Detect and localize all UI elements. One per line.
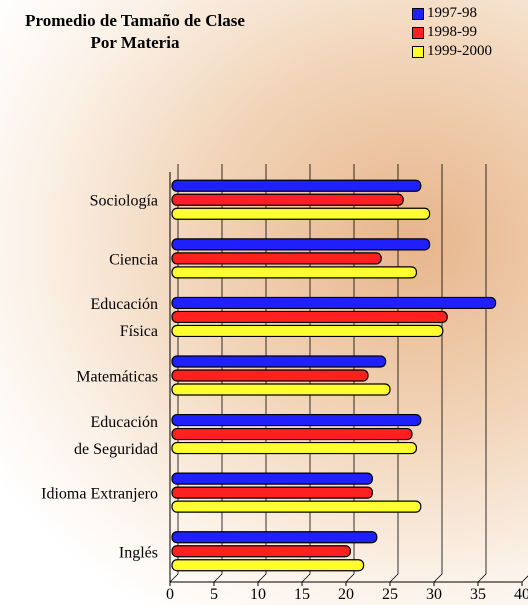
legend-swatch	[412, 46, 424, 58]
category-label: Sociología	[0, 188, 158, 215]
legend-label: 1997-98	[427, 5, 477, 22]
x-tick-label: 15	[294, 586, 310, 603]
bar	[172, 325, 443, 336]
bar	[172, 560, 364, 571]
category-label: Inglés	[0, 539, 158, 566]
bar	[172, 415, 421, 426]
bar	[172, 180, 421, 191]
bar	[172, 194, 403, 205]
bar	[172, 384, 390, 395]
legend-label: 1998-99	[427, 24, 477, 41]
bar	[172, 311, 447, 322]
category-label: Idioma Extranjero	[0, 481, 158, 508]
bar	[172, 443, 416, 454]
page: Promedio de Tamaño de Clase Por Materia …	[0, 0, 528, 605]
bar	[172, 239, 430, 250]
legend-swatch	[412, 27, 424, 39]
grid-line	[478, 164, 486, 582]
x-tick-label: 0	[166, 586, 174, 603]
category-label: Educación Física	[0, 291, 158, 345]
grid-line	[522, 164, 528, 582]
grid-line	[434, 164, 442, 582]
grid-line	[390, 164, 398, 582]
bar	[172, 253, 381, 264]
bar	[172, 487, 372, 498]
legend-item: 1999-2000	[412, 43, 492, 60]
legend-item: 1998-99	[412, 24, 477, 41]
bar	[172, 473, 372, 484]
bar	[172, 267, 416, 278]
bar	[172, 356, 386, 367]
category-label: Matemáticas	[0, 364, 158, 391]
bar	[172, 532, 377, 543]
category-label: Educación de Seguridad	[0, 409, 158, 463]
x-tick-label: 35	[470, 586, 486, 603]
x-tick-label: 25	[382, 586, 398, 603]
bar	[172, 208, 430, 219]
x-tick-label: 40	[514, 586, 528, 603]
x-tick-label: 30	[426, 586, 442, 603]
x-tick-label: 5	[210, 586, 218, 603]
bar	[172, 546, 350, 557]
x-tick-label: 20	[338, 586, 354, 603]
bar	[172, 501, 421, 512]
legend-item: 1997-98	[412, 5, 477, 22]
category-label: Ciencia	[0, 246, 158, 273]
x-tick-label: 10	[250, 586, 266, 603]
bar	[172, 429, 412, 440]
bar	[172, 297, 496, 308]
bar	[172, 370, 368, 381]
legend-swatch	[412, 8, 424, 20]
legend-label: 1999-2000	[427, 43, 492, 60]
